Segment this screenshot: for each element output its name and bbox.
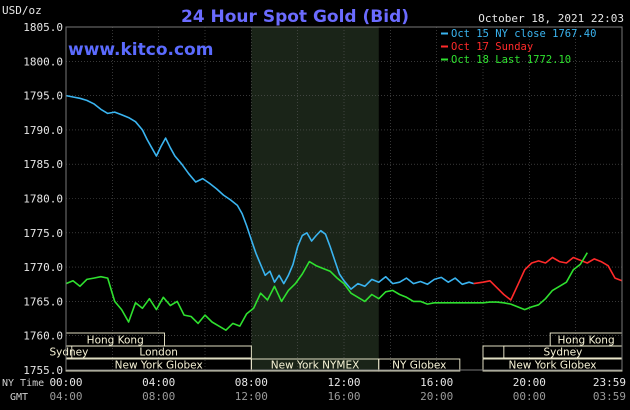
session-label: NY Globex [392,360,446,372]
x-tick-label-ny: 23:59 [593,376,626,389]
plot-border [65,26,623,371]
series-line [473,256,623,301]
y-tick-label: 1800.0 [23,55,63,68]
session-label: Sydney [543,347,582,359]
series-line [65,94,474,290]
session-label: New York Globex [115,360,203,372]
x-axis: 00:00 04:00 08:00 12:00 16:00 20:00 23:5904:00… [49,376,626,403]
x-tick-label-ny: 00:00 [49,376,82,389]
session-label: Sydney [49,347,88,359]
x-tick-label-ny: 16:00 [420,376,453,389]
x-tick-label-gmt: 08:00 [142,390,175,403]
y-tick-label: 1790.0 [23,124,63,137]
x-tick-label-ny: 04:00 [142,376,175,389]
series-lines [65,94,623,331]
watermark: www.kitco.com [68,40,213,60]
y-tick-label: 1775.0 [23,227,63,240]
y-tick-label: 1765.0 [23,295,63,308]
y-tick-label: 1755.0 [23,364,63,377]
session-label: Hong Kong [87,335,144,347]
y-tick-label: 1785.0 [23,158,63,171]
x-tick-label-ny: 08:00 [235,376,268,389]
chart-title: 24 Hour Spot Gold (Bid) [181,7,409,27]
x-row-label-ny: NY Time [2,378,44,389]
x-row-label-gmt: GMT [10,392,28,403]
x-tick-label-gmt: 16:00 [327,390,360,403]
y-tick-label: 1805.0 [23,21,63,34]
x-tick-label-gmt: 00:00 [513,390,546,403]
x-tick-label-gmt: 04:00 [49,390,82,403]
session-label: New York Globex [508,360,596,372]
x-tick-label-gmt: 20:00 [420,390,453,403]
series-line [65,252,588,331]
session-box [378,358,461,372]
x-tick-label-ny: 20:00 [513,376,546,389]
session-label: London [139,347,178,359]
session-label: Hong Kong [558,335,615,347]
y-tick-label: 1795.0 [23,90,63,103]
session-label: New York NYMEX [271,360,360,372]
x-tick-label-gmt: 03:59 [593,390,626,403]
legend-label: Oct 17 Sunday [451,41,533,53]
chart-datetime: October 18, 2021 22:03 [478,12,624,25]
y-axis: 1805.0 1800.0 1795.0 1790.0 1785.0 1780.0 1775… [23,21,63,377]
y-tick-label: 1760.0 [23,330,63,343]
y-tick-label: 1770.0 [23,261,63,274]
x-tick-label-gmt: 12:00 [235,390,268,403]
legend-label: Oct 18 Last 1772.10 [451,54,571,66]
y-tick-label: 1780.0 [23,193,63,206]
x-tick-label-ny: 12:00 [327,376,360,389]
y-unit-label: USD/oz [2,4,42,17]
legend-label: Oct 15 NY close 1767.40 [451,28,596,40]
